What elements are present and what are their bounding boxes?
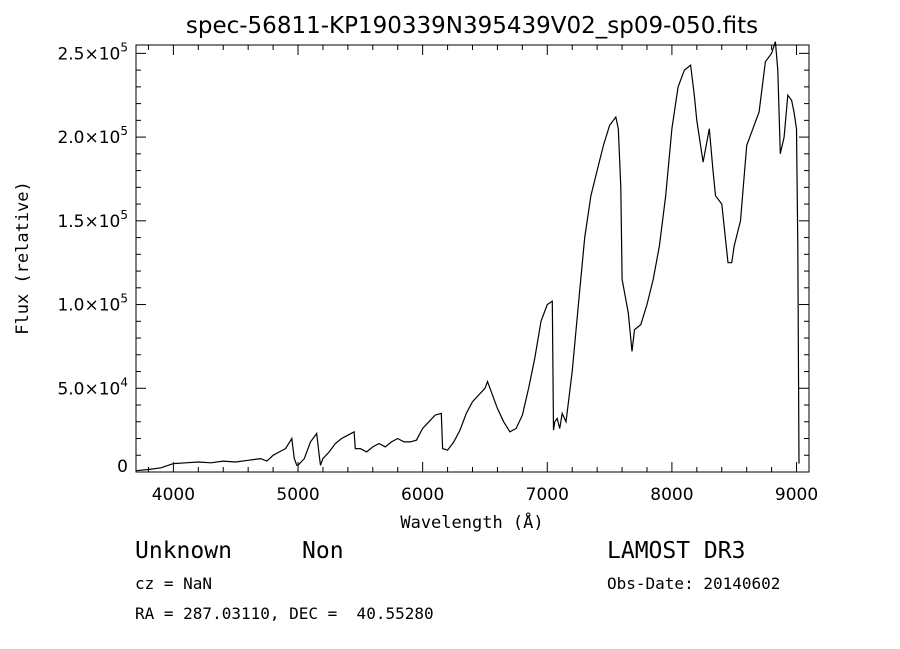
y-axis-label: Flux (relative) [13, 181, 33, 335]
x-tick-label-5000: 5000 [276, 485, 319, 505]
plot-frame [135, 44, 810, 473]
spectrum-series-line [135, 41, 800, 472]
cz-value: cz = NaN [135, 574, 213, 593]
survey-name: LAMOST DR3 [607, 538, 746, 564]
object-class: Unknown [135, 538, 232, 564]
y-tick-label-200000: 2.0×105 [57, 124, 128, 148]
object-subclass: Non [302, 538, 344, 564]
observation-date: Obs-Date: 20140602 [607, 574, 781, 593]
x-axis: 4000 5000 6000 7000 8000 9000 [147, 45, 818, 505]
x-tick-label-7000: 7000 [526, 485, 569, 505]
y-tick-label-100000: 1.0×105 [57, 292, 128, 316]
x-tick-label-9000: 9000 [775, 485, 818, 505]
x-tick-label-8000: 8000 [650, 485, 693, 505]
y-tick-label-0: 0 [117, 457, 128, 477]
x-tick-label-4000: 4000 [152, 485, 195, 505]
y-axis: 0 5.0×104 1.0×105 1.5×105 2.0×105 2.5×105 [57, 40, 809, 477]
coordinates: RA = 287.03110, DEC = 40.55280 [135, 604, 434, 623]
y-tick-label-50000: 5.0×104 [57, 375, 128, 399]
y-tick-label-250000: 2.5×105 [57, 40, 128, 64]
y-tick-label-150000: 1.5×105 [57, 208, 128, 232]
x-tick-label-6000: 6000 [401, 485, 444, 505]
chart-title: spec-56811-KP190339N395439V02_sp09-050.f… [186, 13, 758, 39]
x-axis-label: Wavelength (Å) [400, 511, 543, 533]
